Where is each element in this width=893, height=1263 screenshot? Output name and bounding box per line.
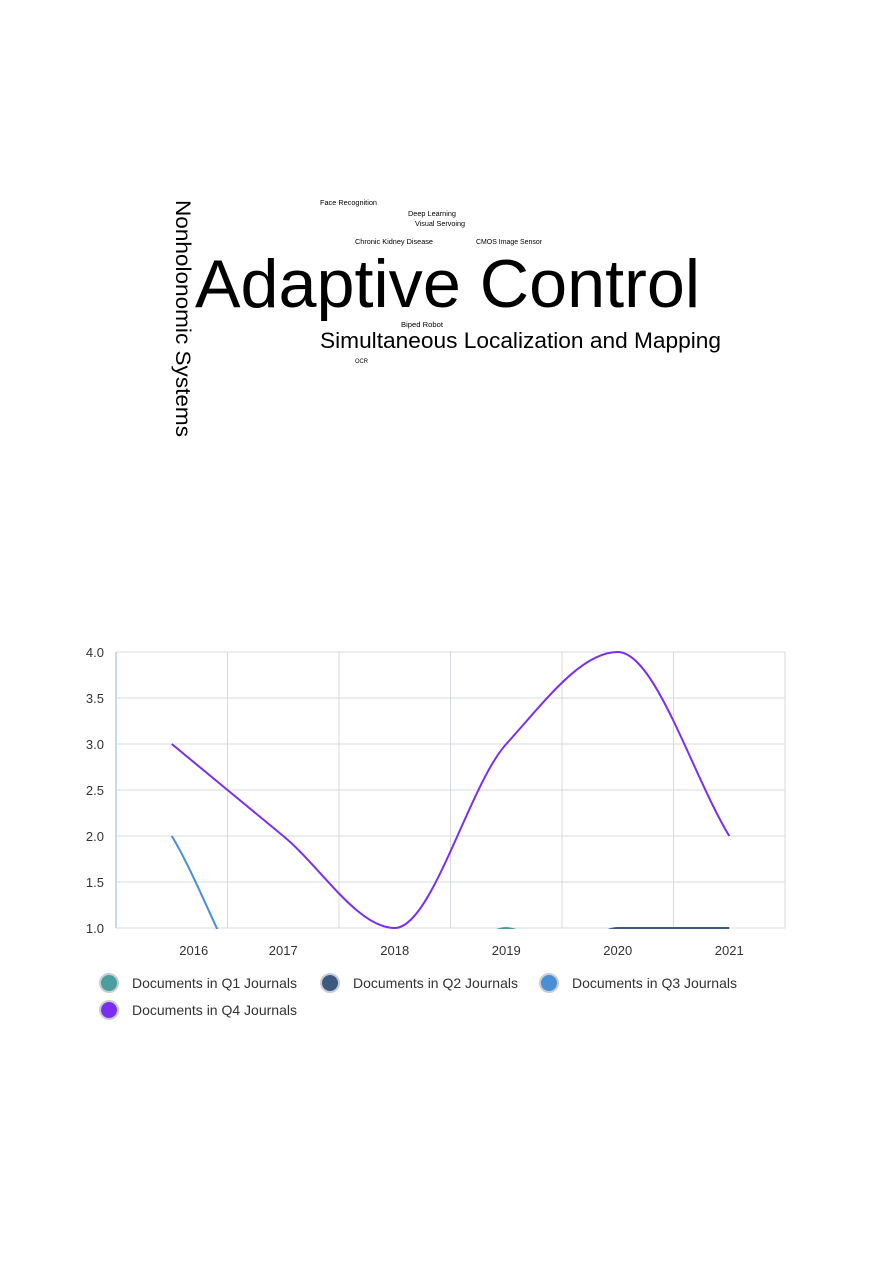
x-tick-label: 2019 xyxy=(492,943,521,958)
cloud-word: Face Recognition xyxy=(320,200,377,207)
cloud-word: OCR xyxy=(355,359,369,365)
y-tick-label: 4.0 xyxy=(86,645,104,660)
x-tick-label: 2017 xyxy=(269,943,298,958)
legend-label: Documents in Q2 Journals xyxy=(353,975,518,991)
series-line xyxy=(608,926,730,929)
y-tick-label: 2.0 xyxy=(86,829,104,844)
cloud-word: Nonholonomic Systems xyxy=(171,200,194,437)
legend-label: Documents in Q1 Journals xyxy=(132,975,297,991)
legend-label: Documents in Q4 Journals xyxy=(132,1002,297,1018)
legend-swatch xyxy=(539,973,559,993)
cloud-word: Chronic Kidney Disease xyxy=(355,239,433,246)
legend-swatch xyxy=(320,973,340,993)
x-tick-label: 2016 xyxy=(179,943,208,958)
cloud-word: Deep Learning xyxy=(408,211,456,218)
x-tick-label: 2020 xyxy=(603,943,632,958)
y-tick-label: 3.0 xyxy=(86,737,104,752)
y-tick-label: 2.5 xyxy=(86,783,104,798)
cloud-word: Simultaneous Localization and Mapping xyxy=(320,328,721,353)
cloud-word: CMOS Image Sensor xyxy=(476,239,543,246)
x-tick-label: 2018 xyxy=(380,943,409,958)
y-tick-label: 3.5 xyxy=(86,691,104,706)
y-tick-label: 1.0 xyxy=(86,921,104,936)
cloud-word: Adaptive Control xyxy=(195,246,700,322)
legend-label: Documents in Q3 Journals xyxy=(572,975,737,991)
cloud-word: Biped Robot xyxy=(401,322,443,329)
x-tick-label: 2021 xyxy=(715,943,744,958)
legend-swatch xyxy=(99,973,119,993)
y-tick-label: 1.5 xyxy=(86,875,104,890)
cloud-word: Visual Servoing xyxy=(415,221,465,228)
series-line xyxy=(171,651,731,929)
legend-swatch xyxy=(99,1000,119,1020)
line-chart: 1.0 1.5 2.0 2.5 3.0 3.5 4.0 2016 2017 2018 2019 202… xyxy=(86,645,786,1020)
word-cloud: Adaptive Control Simultaneous Localizatio… xyxy=(171,200,721,437)
